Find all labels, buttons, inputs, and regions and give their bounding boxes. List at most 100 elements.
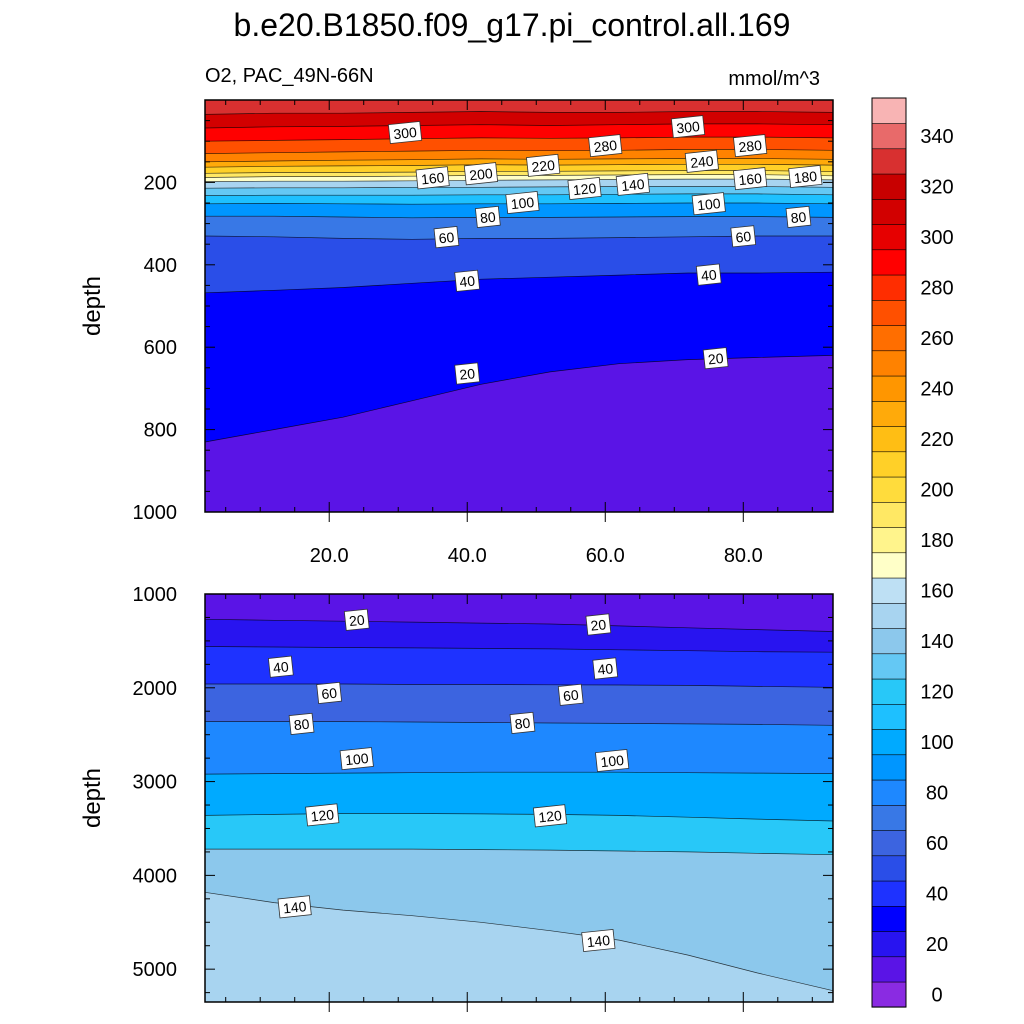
- top-contour-label-text: 40: [459, 273, 476, 291]
- top-contour-label-text: 180: [793, 168, 818, 186]
- bottom-panel-ylabel: depth: [79, 768, 106, 828]
- bottom-band-fill: [205, 892, 833, 1002]
- colorbar-swatch: [871, 779, 907, 806]
- top-contour-label-box: [387, 120, 423, 145]
- top-contour-label: 120: [567, 176, 602, 201]
- bottom-contour-label-box: [509, 711, 536, 734]
- bottom-contour-label: 60: [557, 683, 584, 706]
- bottom-contour-label-box: [592, 657, 619, 680]
- top-contour-line: [204, 235, 833, 240]
- bottom-ytick-label: 2000: [133, 678, 178, 700]
- bottom-contour-label: 40: [592, 657, 619, 680]
- colorbar-swatch: [871, 981, 907, 1008]
- colorbar-swatch: [871, 653, 907, 680]
- top-band-fill: [205, 355, 833, 512]
- bottom-contour-label-text: 100: [600, 752, 625, 770]
- bottom-contour-line: [205, 683, 834, 688]
- colorbar-swatch: [871, 223, 907, 251]
- top-contour-label-text: 20: [459, 365, 476, 383]
- top-contour-label-text: 60: [438, 229, 455, 247]
- top-contour-label-text: 60: [735, 228, 752, 246]
- colorbar-swatch: [871, 728, 907, 756]
- colorbar-swatch: [871, 501, 907, 528]
- top-contour-label: 280: [733, 134, 768, 158]
- figure-title: b.e20.B1850.f09_g17.pi_control.all.169: [234, 7, 791, 43]
- top-contour-label-box: [505, 190, 540, 215]
- top-contour-label-box: [474, 205, 501, 228]
- top-contour-label-text: 240: [689, 153, 714, 171]
- top-contour-line: [204, 123, 834, 129]
- bottom-contour-label-box: [339, 747, 374, 771]
- top-contour-label-text: 140: [620, 176, 645, 194]
- bottom-contour-label-text: 20: [348, 612, 365, 630]
- colorbar-label: 120: [920, 681, 953, 703]
- top-ytick-label: 200: [144, 172, 177, 194]
- top-contour-label-text: 200: [469, 165, 494, 183]
- top-panel-fills: [205, 100, 833, 513]
- bottom-ytick-label: 3000: [133, 772, 178, 794]
- colorbar-label: 100: [920, 732, 953, 754]
- colorbar-label: 20: [926, 934, 948, 956]
- bottom-contour-label-box: [585, 613, 612, 636]
- colorbar-swatch: [871, 350, 907, 377]
- top-contour-label: 60: [730, 225, 757, 248]
- colorbar-label: 200: [920, 479, 953, 501]
- top-contour-label-text: 300: [676, 118, 701, 136]
- top-contour-label-box: [463, 162, 499, 186]
- top-panel-ticks: 20.0 40.0 60.0 80.0 200 400 600 800 1000: [133, 99, 833, 567]
- top-contour-label-text: 100: [510, 194, 535, 212]
- top-contour-label: 280: [588, 134, 623, 158]
- top-contour-line: [204, 271, 834, 294]
- bottom-contour-label: 40: [267, 655, 294, 678]
- top-contour-label-box: [415, 166, 450, 190]
- bottom-contour-label: 20: [343, 608, 370, 631]
- bottom-ytick-label: 1000: [133, 584, 178, 606]
- top-contour-line: [204, 149, 834, 154]
- colorbar-swatch: [871, 855, 907, 882]
- colorbar-label: 340: [920, 126, 953, 148]
- bottom-panel: 20 20 40 40 60 60 80 80 100 100 120 120 140 140 1000 2…: [79, 584, 834, 1012]
- colorbar-label: 180: [920, 530, 953, 552]
- top-contour-label-text: 20: [707, 350, 724, 368]
- colorbar-swatch: [871, 148, 907, 175]
- bottom-contour-line: [204, 646, 834, 653]
- bottom-contour-label: 80: [509, 711, 536, 734]
- colorbar-label: 260: [920, 328, 953, 350]
- top-contour-label-text: 300: [393, 124, 418, 142]
- top-contour-label: 40: [695, 263, 722, 286]
- bottom-contour-label: 120: [305, 803, 340, 827]
- bottom-contour-line: [205, 848, 834, 856]
- top-contour-label-text: 280: [593, 137, 618, 155]
- bottom-contour-line: [204, 618, 834, 632]
- top-contour-line: [204, 170, 834, 174]
- top-contour-label-box: [702, 347, 729, 370]
- colorbar-swatch: [871, 602, 907, 629]
- top-contour-label-box: [785, 205, 812, 228]
- colorbar-swatch: [871, 425, 907, 453]
- top-contour-label-box: [788, 164, 823, 189]
- colorbar-label: 60: [926, 833, 948, 855]
- top-contour-label: 20: [702, 347, 729, 370]
- top-contour-label: 240: [684, 149, 719, 173]
- top-contour-line: [204, 178, 834, 182]
- bottom-contour-label-text: 120: [310, 806, 335, 824]
- top-contour-label: 20: [454, 362, 481, 385]
- top-contour-label: 220: [526, 153, 561, 177]
- top-contour-line: [204, 163, 834, 168]
- colorbar-swatch: [871, 754, 907, 781]
- top-contour-label-box: [730, 225, 757, 248]
- bottom-contour-label-text: 100: [344, 750, 369, 768]
- units-label: mmol/m^3: [728, 68, 820, 90]
- bottom-contour-label: 20: [585, 613, 612, 636]
- top-contour-label: 140: [615, 172, 650, 196]
- bottom-contour-label-box: [267, 655, 294, 678]
- top-contour-label-box: [670, 115, 706, 139]
- colorbar-swatch: [871, 804, 907, 831]
- top-panel: 300 300 280 280 240 220 200 160 160 180 140 120 100 1…: [79, 99, 834, 567]
- top-contour-label-text: 80: [479, 209, 496, 227]
- colorbar-label: 300: [920, 227, 953, 249]
- colorbar-swatch: [871, 956, 907, 983]
- top-contour-label: 180: [788, 164, 823, 189]
- bottom-contour-label-box: [581, 928, 616, 953]
